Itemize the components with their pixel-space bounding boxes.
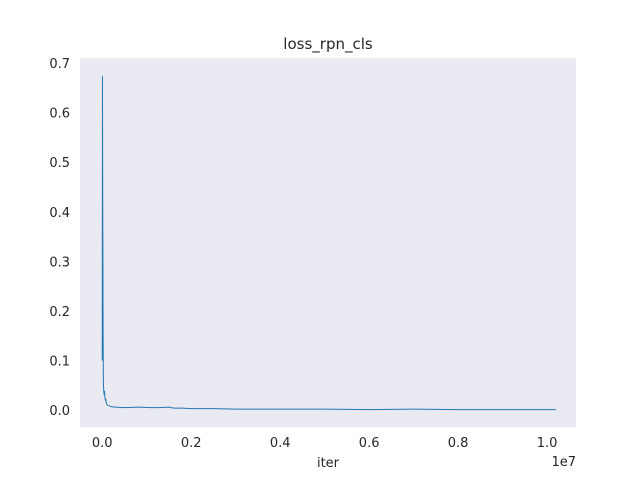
x-tick-label: 0.8 <box>448 436 469 451</box>
plot-area <box>80 58 576 427</box>
y-axis: 0.0 0.1 0.2 0.3 0.4 0.5 0.6 0.7 <box>49 57 70 419</box>
y-tick-label: 0.6 <box>49 107 70 122</box>
chart-title: loss_rpn_cls <box>283 35 373 54</box>
y-tick-label: 0.3 <box>49 255 70 270</box>
x-tick-label: 0.4 <box>270 436 291 451</box>
x-axis-offset-label: 1e7 <box>551 455 576 470</box>
series-layer <box>101 75 556 411</box>
y-tick-label: 0.7 <box>49 57 70 72</box>
x-tick-label: 0.0 <box>92 436 113 451</box>
x-tick-label: 0.2 <box>181 436 202 451</box>
x-tick-label: 1.0 <box>537 436 558 451</box>
series-line <box>101 75 556 411</box>
x-tick-label: 0.6 <box>359 436 380 451</box>
x-axis-label: iter <box>317 456 340 471</box>
y-tick-label: 0.5 <box>49 156 70 171</box>
x-axis: 0.0 0.2 0.4 0.6 0.8 1.0 <box>92 436 558 451</box>
y-tick-label: 0.2 <box>49 305 70 320</box>
y-tick-label: 0.1 <box>49 355 70 370</box>
y-tick-label: 0.4 <box>49 206 70 221</box>
y-tick-label: 0.0 <box>49 404 70 419</box>
